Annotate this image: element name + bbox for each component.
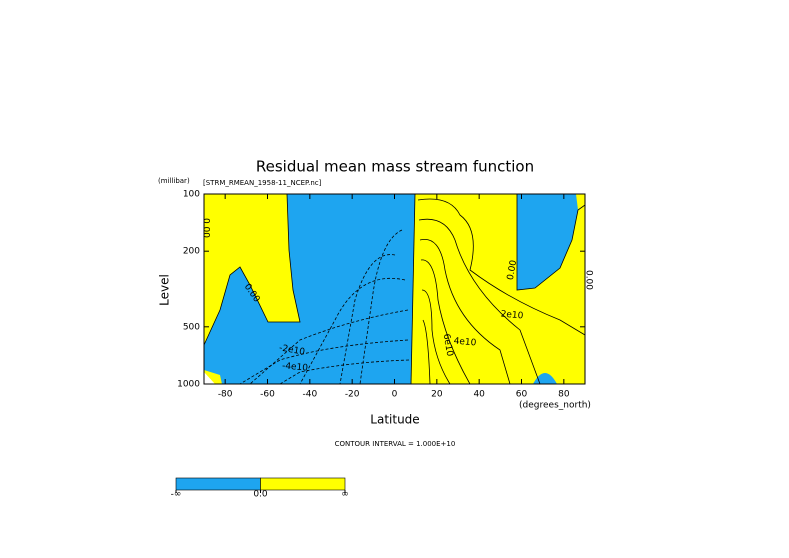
x-units: (degrees_north) [519,401,591,411]
subtitle: [STRM_RMEAN_1958-11_NCEP.nc] [203,179,322,187]
contour-label: 0.00 [506,259,519,281]
colorbar-swatch [175,477,261,491]
contour-label: 0.00 [201,218,211,238]
x-tick-label: -60 [260,390,275,400]
footnote: CONTOUR INTERVAL = 1.000E+10 [335,440,456,448]
colorbar-swatch [260,477,346,491]
contour-label: 4e10 [453,337,477,349]
contour-label: -4e10 [282,361,309,373]
x-tick-label: -20 [345,390,360,400]
x-tick-label: -40 [302,390,317,400]
contour-label: -2e10 [278,343,306,357]
x-tick-label: 0 [392,390,398,400]
colorbar-label: -∞ [171,490,182,500]
colorbar-label: 0.0 [253,490,268,500]
x-tick-label: 20 [431,390,443,400]
y-axis-label: Level [158,274,172,306]
contour-lines [203,193,586,385]
colorbar-label: ∞ [341,490,349,500]
y-tick-label: 500 [183,322,200,332]
y-tick-label: 1000 [177,380,200,390]
negative-region [204,194,578,384]
chart-title: Residual mean mass stream function [256,158,534,176]
y-tick-label: 200 [183,247,200,257]
x-axis-label: Latitude [370,413,419,427]
contour-label: 0.00 [584,270,594,290]
x-tick-label: -80 [218,390,233,400]
x-tick-label: 60 [516,390,528,400]
y-units: (millibar) [158,177,190,185]
contour-label: 6e10 [441,333,455,357]
y-tick-label: 100 [183,190,200,200]
x-tick-label: 80 [558,390,570,400]
contour-label: 2e10 [500,310,524,322]
x-tick-label: 40 [473,390,485,400]
